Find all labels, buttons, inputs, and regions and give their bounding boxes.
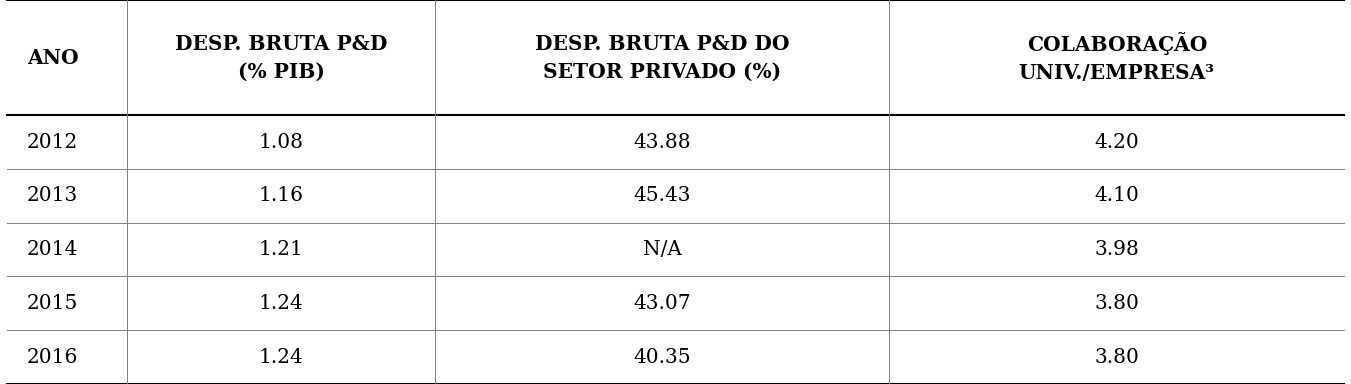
Text: 43.07: 43.07 <box>634 294 690 313</box>
Text: 2015: 2015 <box>27 294 78 313</box>
Text: 4.20: 4.20 <box>1094 132 1139 152</box>
Text: 2016: 2016 <box>27 348 78 367</box>
Text: 1.16: 1.16 <box>258 186 304 205</box>
Text: 1.24: 1.24 <box>258 294 304 313</box>
Text: 3.80: 3.80 <box>1094 348 1139 367</box>
Text: 4.10: 4.10 <box>1094 186 1139 205</box>
Text: 1.08: 1.08 <box>258 132 304 152</box>
Text: 3.80: 3.80 <box>1094 294 1139 313</box>
Text: 1.24: 1.24 <box>258 348 304 367</box>
Text: DESP. BRUTA P&D
(% PIB): DESP. BRUTA P&D (% PIB) <box>174 34 388 82</box>
Text: 43.88: 43.88 <box>634 132 690 152</box>
Text: 2013: 2013 <box>27 186 78 205</box>
Text: 40.35: 40.35 <box>634 348 690 367</box>
Text: 45.43: 45.43 <box>634 186 690 205</box>
Text: DESP. BRUTA P&D DO
SETOR PRIVADO (%): DESP. BRUTA P&D DO SETOR PRIVADO (%) <box>535 34 789 82</box>
Text: 1.21: 1.21 <box>258 240 304 259</box>
Text: 2014: 2014 <box>27 240 78 259</box>
Text: 3.98: 3.98 <box>1094 240 1139 259</box>
Text: N/A: N/A <box>643 240 682 259</box>
Text: ANO: ANO <box>27 48 78 68</box>
Text: 2012: 2012 <box>27 132 78 152</box>
Text: COLABORAÇÃO
UNIV./EMPRESA³: COLABORAÇÃO UNIV./EMPRESA³ <box>1019 32 1215 83</box>
